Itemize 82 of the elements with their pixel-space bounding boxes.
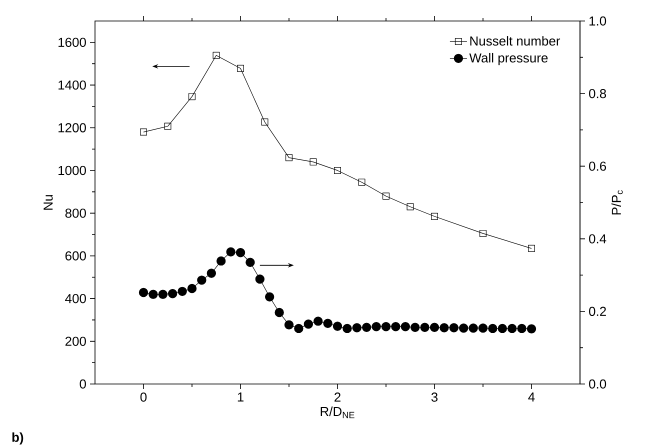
y2-axis-title: P/P$_{c}$ bbox=[611, 190, 623, 214]
x-tick-label: 3 bbox=[431, 392, 438, 402]
point bbox=[294, 324, 304, 334]
text: b) bbox=[12, 432, 24, 444]
point bbox=[410, 322, 420, 332]
y2-tick-label: 0.8 bbox=[589, 88, 606, 98]
point bbox=[517, 324, 526, 334]
point bbox=[226, 247, 236, 256]
y-tick-label: 800 bbox=[65, 208, 86, 218]
y2-tick-label: 0.4 bbox=[589, 234, 606, 244]
point bbox=[480, 230, 487, 237]
point bbox=[164, 122, 172, 130]
x-tick-label: 2 bbox=[334, 392, 340, 402]
point bbox=[261, 118, 268, 126]
point bbox=[430, 322, 440, 332]
point bbox=[391, 322, 400, 332]
point bbox=[274, 308, 284, 318]
legend-label: Nusselt number bbox=[470, 36, 560, 46]
point bbox=[310, 158, 317, 166]
point bbox=[498, 324, 508, 334]
point bbox=[246, 258, 255, 267]
y-axis-title: Nu bbox=[44, 195, 53, 210]
point bbox=[358, 178, 366, 186]
point bbox=[236, 248, 246, 258]
point bbox=[352, 323, 362, 332]
point bbox=[459, 323, 468, 333]
point bbox=[216, 256, 226, 266]
point bbox=[332, 322, 342, 331]
y-tick-label: 0 bbox=[80, 379, 86, 389]
point bbox=[265, 292, 274, 302]
point bbox=[206, 268, 216, 278]
point bbox=[334, 166, 342, 174]
point bbox=[255, 274, 265, 284]
point bbox=[304, 320, 314, 329]
point bbox=[362, 322, 372, 332]
point bbox=[237, 64, 244, 72]
point bbox=[188, 93, 196, 100]
point bbox=[187, 284, 197, 294]
y2-tick-label: 1.0 bbox=[590, 16, 606, 26]
point bbox=[381, 322, 391, 332]
point bbox=[372, 322, 381, 332]
point bbox=[488, 324, 498, 334]
point bbox=[323, 318, 332, 328]
point bbox=[140, 128, 147, 136]
y-tick-label: 200 bbox=[65, 336, 86, 346]
point bbox=[400, 322, 410, 332]
point bbox=[286, 154, 293, 162]
point bbox=[449, 323, 459, 332]
point bbox=[158, 290, 168, 299]
point bbox=[406, 203, 414, 210]
y-tick-label: 1600 bbox=[58, 38, 86, 47]
point bbox=[468, 323, 478, 333]
x-tick-label: 1 bbox=[238, 392, 244, 402]
y-tick-label: 600 bbox=[65, 251, 86, 260]
point bbox=[197, 276, 206, 285]
y-tick-label: 1000 bbox=[58, 166, 86, 176]
y-tick-label: 400 bbox=[65, 294, 86, 304]
x-tick-label: 0 bbox=[140, 392, 147, 402]
x-axis-title: R/D$_{NE}$ bbox=[320, 406, 354, 418]
point bbox=[148, 290, 158, 299]
point bbox=[528, 244, 536, 252]
point bbox=[314, 316, 323, 326]
y-tick-label: 1400 bbox=[58, 80, 86, 90]
point bbox=[178, 286, 187, 296]
y2-tick-label: 0.0 bbox=[589, 379, 606, 389]
point bbox=[431, 212, 438, 220]
point bbox=[138, 288, 148, 298]
point bbox=[478, 323, 488, 333]
point bbox=[284, 320, 294, 330]
legend-label: Wall pressure bbox=[469, 52, 548, 66]
point bbox=[382, 192, 390, 200]
point bbox=[440, 323, 449, 332]
point bbox=[212, 52, 220, 59]
point bbox=[420, 322, 430, 332]
x-tick-label: 4 bbox=[528, 392, 535, 402]
y2-tick-label: 0.6 bbox=[589, 162, 606, 171]
point bbox=[508, 324, 517, 334]
point bbox=[342, 324, 352, 334]
point bbox=[526, 324, 536, 334]
y-tick-label: 1200 bbox=[58, 123, 86, 132]
point bbox=[168, 289, 178, 298]
y2-tick-label: 0.2 bbox=[589, 306, 606, 316]
